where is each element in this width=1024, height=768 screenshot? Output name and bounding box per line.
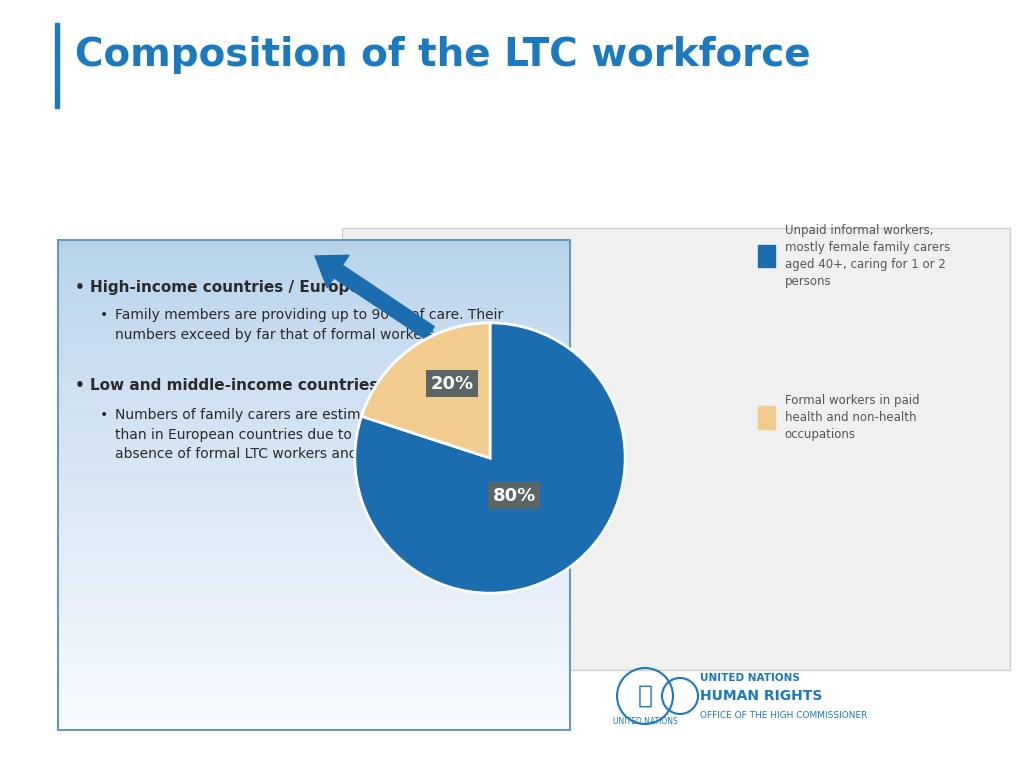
- Text: •: •: [100, 308, 109, 322]
- Bar: [758, 245, 775, 267]
- Bar: [55, 23, 59, 108]
- Text: 80%: 80%: [493, 487, 536, 505]
- Text: HUMAN RIGHTS: HUMAN RIGHTS: [700, 689, 822, 703]
- Text: Composition of the LTC workforce: Composition of the LTC workforce: [75, 36, 811, 74]
- Text: OFFICE OF THE HIGH COMMISSIONER: OFFICE OF THE HIGH COMMISSIONER: [700, 711, 867, 720]
- Text: UNITED NATIONS: UNITED NATIONS: [612, 717, 677, 726]
- Text: Unpaid informal workers,
mostly female family carers
aged 40+, caring for 1 or 2: Unpaid informal workers, mostly female f…: [784, 224, 950, 288]
- Text: •: •: [75, 280, 85, 295]
- Bar: [342, 228, 1010, 670]
- Text: Numbers of family carers are estimated to be even higher
than in European countr: Numbers of family carers are estimated t…: [115, 408, 519, 461]
- Text: •: •: [75, 378, 85, 393]
- Text: High-income countries / Europe:: High-income countries / Europe:: [90, 280, 366, 295]
- FancyArrowPatch shape: [315, 255, 434, 339]
- Text: Formal workers in paid
health and non-health
occupations: Formal workers in paid health and non-he…: [784, 394, 920, 441]
- Bar: [58, 240, 570, 730]
- Wedge shape: [361, 323, 490, 458]
- Text: 20%: 20%: [430, 375, 474, 392]
- Wedge shape: [355, 323, 626, 593]
- Text: Low and middle-income countries:: Low and middle-income countries:: [90, 378, 385, 393]
- Bar: [758, 406, 775, 429]
- Text: Family members are providing up to 90 % of care. Their
numbers exceed by far tha: Family members are providing up to 90 % …: [115, 308, 503, 342]
- Text: 🌐: 🌐: [638, 684, 652, 708]
- Text: UNITED NATIONS: UNITED NATIONS: [700, 673, 800, 683]
- Text: •: •: [100, 408, 109, 422]
